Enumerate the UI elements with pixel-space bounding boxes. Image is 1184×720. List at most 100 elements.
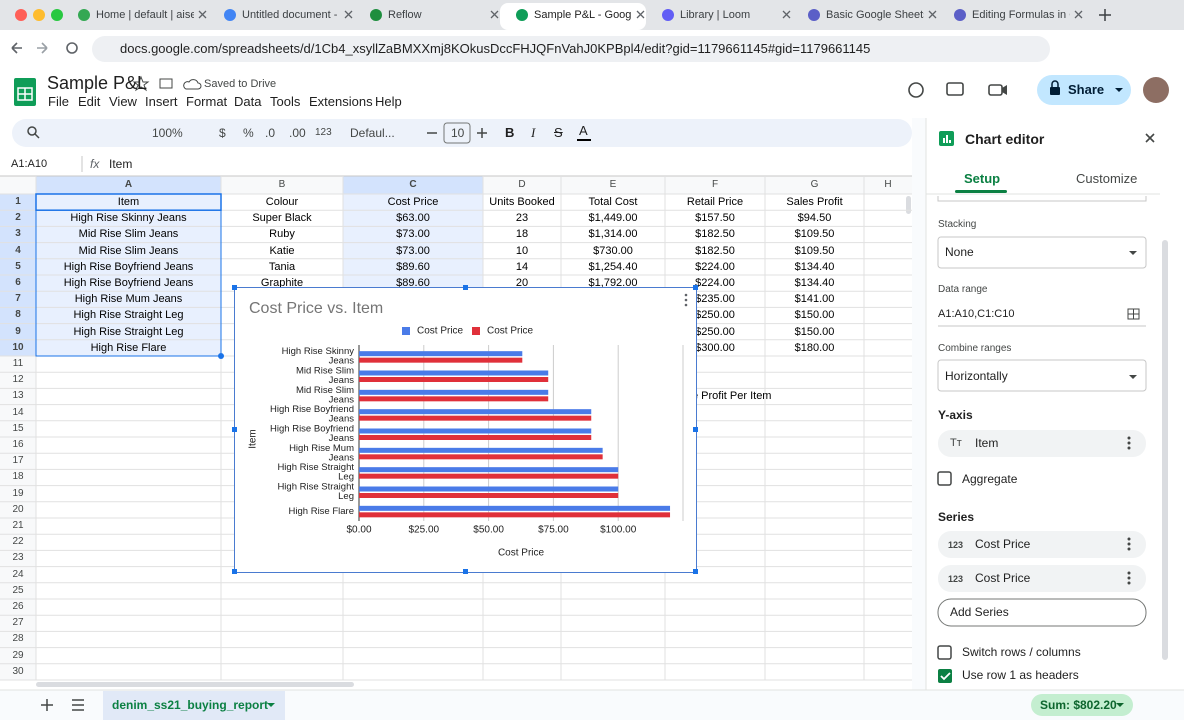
- menu-item[interactable]: Format: [186, 94, 228, 109]
- row-number[interactable]: 14: [12, 406, 24, 418]
- row-number[interactable]: 15: [12, 422, 24, 434]
- menu-item[interactable]: Help: [375, 94, 402, 109]
- column-header[interactable]: B: [278, 179, 286, 190]
- row-number[interactable]: 26: [12, 601, 24, 612]
- cell[interactable]: $89.60: [396, 277, 430, 289]
- row-number[interactable]: 23: [12, 552, 24, 564]
- formula-content[interactable]: Item: [109, 157, 133, 171]
- column-header[interactable]: C: [409, 179, 417, 190]
- y-axis-chip[interactable]: Item: [975, 436, 999, 450]
- row-number[interactable]: 10: [12, 341, 24, 353]
- row-number[interactable]: 1: [15, 196, 21, 207]
- resize-handle[interactable]: [462, 285, 468, 290]
- cell[interactable]: Colour: [265, 196, 299, 208]
- cell[interactable]: $73.00: [396, 244, 430, 257]
- cell[interactable]: $1,792.00: [588, 277, 638, 289]
- row-number[interactable]: 3: [15, 228, 21, 240]
- italic-button[interactable]: I: [531, 125, 536, 140]
- resize-handle[interactable]: [232, 285, 237, 290]
- row-number[interactable]: 2: [15, 212, 21, 224]
- row-number[interactable]: 21: [12, 520, 24, 531]
- cell[interactable]: High Rise Boyfriend Jeans: [63, 260, 194, 273]
- menu-item[interactable]: Edit: [78, 94, 101, 109]
- cell[interactable]: $250.00: [695, 309, 735, 322]
- cell[interactable]: $224.00: [695, 260, 735, 273]
- resize-handle[interactable]: [462, 569, 468, 574]
- cell[interactable]: $300.00: [695, 341, 735, 354]
- cell[interactable]: $134.40: [794, 260, 835, 273]
- menu-item[interactable]: Data: [234, 94, 262, 109]
- row-number[interactable]: 20: [12, 503, 24, 515]
- browser-tab[interactable]: Basic Google Sheets: [826, 9, 924, 21]
- browser-tab[interactable]: Untitled document -: [242, 9, 338, 21]
- customize-tab[interactable]: Customize: [1076, 171, 1138, 186]
- use-headers-checkbox[interactable]: Use row 1 as headers: [962, 668, 1079, 682]
- series-chip[interactable]: Cost Price: [975, 571, 1031, 585]
- row-number[interactable]: 27: [12, 617, 24, 629]
- cell[interactable]: Units Booked: [489, 196, 555, 208]
- resize-handle[interactable]: [693, 569, 698, 574]
- cell[interactable]: High Rise Straight Leg: [73, 309, 184, 322]
- row-number[interactable]: 17: [12, 455, 24, 467]
- cell[interactable]: High Rise Mum Jeans: [74, 293, 183, 306]
- cell[interactable]: $730.00: [593, 244, 633, 257]
- row-number[interactable]: 19: [12, 487, 24, 499]
- row-number[interactable]: 9: [15, 325, 21, 337]
- cell[interactable]: $1,449.00: [588, 212, 638, 225]
- browser-tab[interactable]: Sample P&L - Googl: [534, 9, 632, 21]
- doc-title[interactable]: Sample P&L: [47, 73, 148, 93]
- aggregate-checkbox[interactable]: Aggregate: [962, 472, 1018, 486]
- column-header[interactable]: A: [124, 179, 133, 190]
- row-number[interactable]: 11: [12, 358, 24, 369]
- cell[interactable]: $150.00: [794, 325, 835, 338]
- cell[interactable]: $134.40: [794, 277, 835, 289]
- row-number[interactable]: 24: [12, 568, 24, 580]
- data-range-input[interactable]: A1:A10,C1:C10: [938, 308, 1015, 320]
- menu-item[interactable]: View: [109, 94, 137, 109]
- font-size[interactable]: 10: [451, 126, 465, 140]
- resize-handle[interactable]: [232, 569, 237, 574]
- switch-rows-checkbox[interactable]: Switch rows / columns: [962, 645, 1081, 659]
- menu-item[interactable]: Tools: [270, 94, 301, 109]
- row-number[interactable]: 16: [12, 439, 24, 450]
- cell[interactable]: $89.60: [396, 260, 430, 273]
- cell[interactable]: Sales Profit: [786, 196, 843, 208]
- menu-item[interactable]: Extensions: [309, 94, 373, 109]
- cell[interactable]: $182.50: [695, 244, 735, 257]
- cell[interactable]: Total Cost: [588, 196, 638, 208]
- cell[interactable]: $235.00: [695, 293, 735, 306]
- row-number[interactable]: 18: [12, 471, 24, 483]
- cell[interactable]: $182.50: [695, 228, 735, 241]
- cell[interactable]: 23: [515, 212, 529, 225]
- cell[interactable]: Item: [117, 196, 140, 208]
- resize-handle[interactable]: [693, 285, 698, 290]
- cell[interactable]: $157.50: [695, 212, 735, 225]
- font-family[interactable]: Defaul...: [350, 126, 395, 140]
- cell[interactable]: Cost Price: [387, 196, 439, 208]
- column-header[interactable]: E: [609, 179, 617, 190]
- cell[interactable]: 18: [515, 228, 529, 241]
- url[interactable]: docs.google.com/spreadsheets/d/1Cb4_xsyl…: [120, 41, 871, 56]
- cell[interactable]: $109.50: [794, 228, 835, 241]
- bold-button[interactable]: B: [505, 125, 515, 140]
- cell[interactable]: $180.00: [794, 341, 835, 354]
- add-series-button[interactable]: Add Series: [950, 605, 1009, 619]
- cell[interactable]: e Profit Per Item: [692, 390, 772, 403]
- menu-item[interactable]: File: [48, 94, 69, 109]
- percent-format[interactable]: %: [243, 126, 254, 140]
- cell[interactable]: $1,254.40: [588, 260, 638, 273]
- cell[interactable]: $224.00: [695, 277, 735, 289]
- cell[interactable]: Mid Rise Slim Jeans: [78, 244, 179, 257]
- cell[interactable]: Ruby: [269, 228, 295, 241]
- cell[interactable]: $1,314.00: [588, 228, 638, 241]
- cell[interactable]: $63.00: [396, 212, 430, 225]
- resize-handle[interactable]: [693, 427, 698, 432]
- cell[interactable]: Tania: [268, 260, 296, 273]
- setup-tab[interactable]: Setup: [964, 171, 1001, 186]
- row-number[interactable]: 6: [15, 277, 21, 288]
- row-number[interactable]: 7: [15, 293, 21, 305]
- column-header[interactable]: F: [711, 179, 719, 190]
- menu-item[interactable]: Insert: [145, 94, 178, 109]
- row-number[interactable]: 28: [12, 633, 24, 645]
- cell[interactable]: $109.50: [794, 244, 835, 257]
